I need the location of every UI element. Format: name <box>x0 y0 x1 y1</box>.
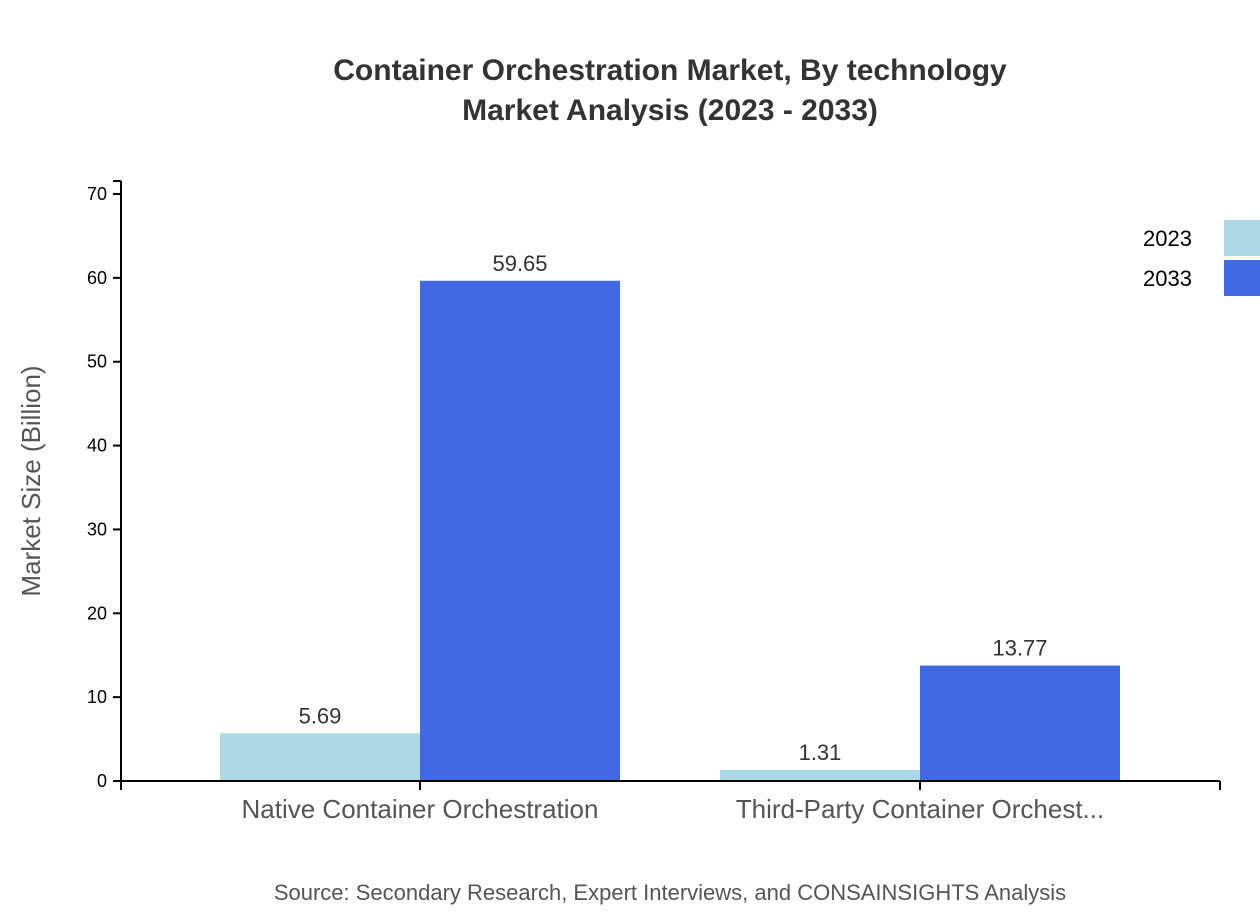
y-tick-label: 50 <box>87 352 107 372</box>
y-tick-label: 20 <box>87 603 107 623</box>
bar-2023-0 <box>220 733 420 781</box>
bar-2023-1 <box>720 770 920 781</box>
y-tick-label: 10 <box>87 687 107 707</box>
chart-title: Container Orchestration Market, By techn… <box>333 54 1007 87</box>
y-tick-label: 40 <box>87 436 107 456</box>
y-tick-label: 70 <box>87 184 107 204</box>
x-tick-label: Native Container Orchestration <box>242 794 599 824</box>
legend: 2023 2033 <box>1143 220 1260 296</box>
x-tick-label: Third-Party Container Orchest... <box>736 794 1104 824</box>
legend-label: 2023 <box>1143 226 1192 251</box>
source-note: Source: Secondary Research, Expert Inter… <box>274 880 1066 905</box>
data-label: 13.77 <box>992 636 1047 661</box>
data-label: 5.69 <box>299 703 342 728</box>
chart-subtitle: Market Analysis (2023 - 2033) <box>462 94 878 127</box>
legend-swatch-2033 <box>1224 260 1260 296</box>
legend-label: 2033 <box>1143 266 1192 291</box>
data-label: 1.31 <box>799 740 842 765</box>
bars-group: 5.69 59.65 1.31 13.77 <box>220 251 1120 781</box>
y-tick-label: 0 <box>97 771 107 791</box>
bar-2033-0 <box>420 280 620 781</box>
y-tick-label: 60 <box>87 268 107 288</box>
data-label: 59.65 <box>492 251 547 276</box>
axes-group: 0 10 20 30 40 50 60 70 Native Container Orchestr… <box>87 180 1221 824</box>
legend-swatch-2023 <box>1224 220 1260 256</box>
y-tick-label: 30 <box>87 519 107 539</box>
bar-2033-1 <box>920 665 1120 781</box>
y-axis-label: Market Size (Billion) <box>16 365 46 596</box>
